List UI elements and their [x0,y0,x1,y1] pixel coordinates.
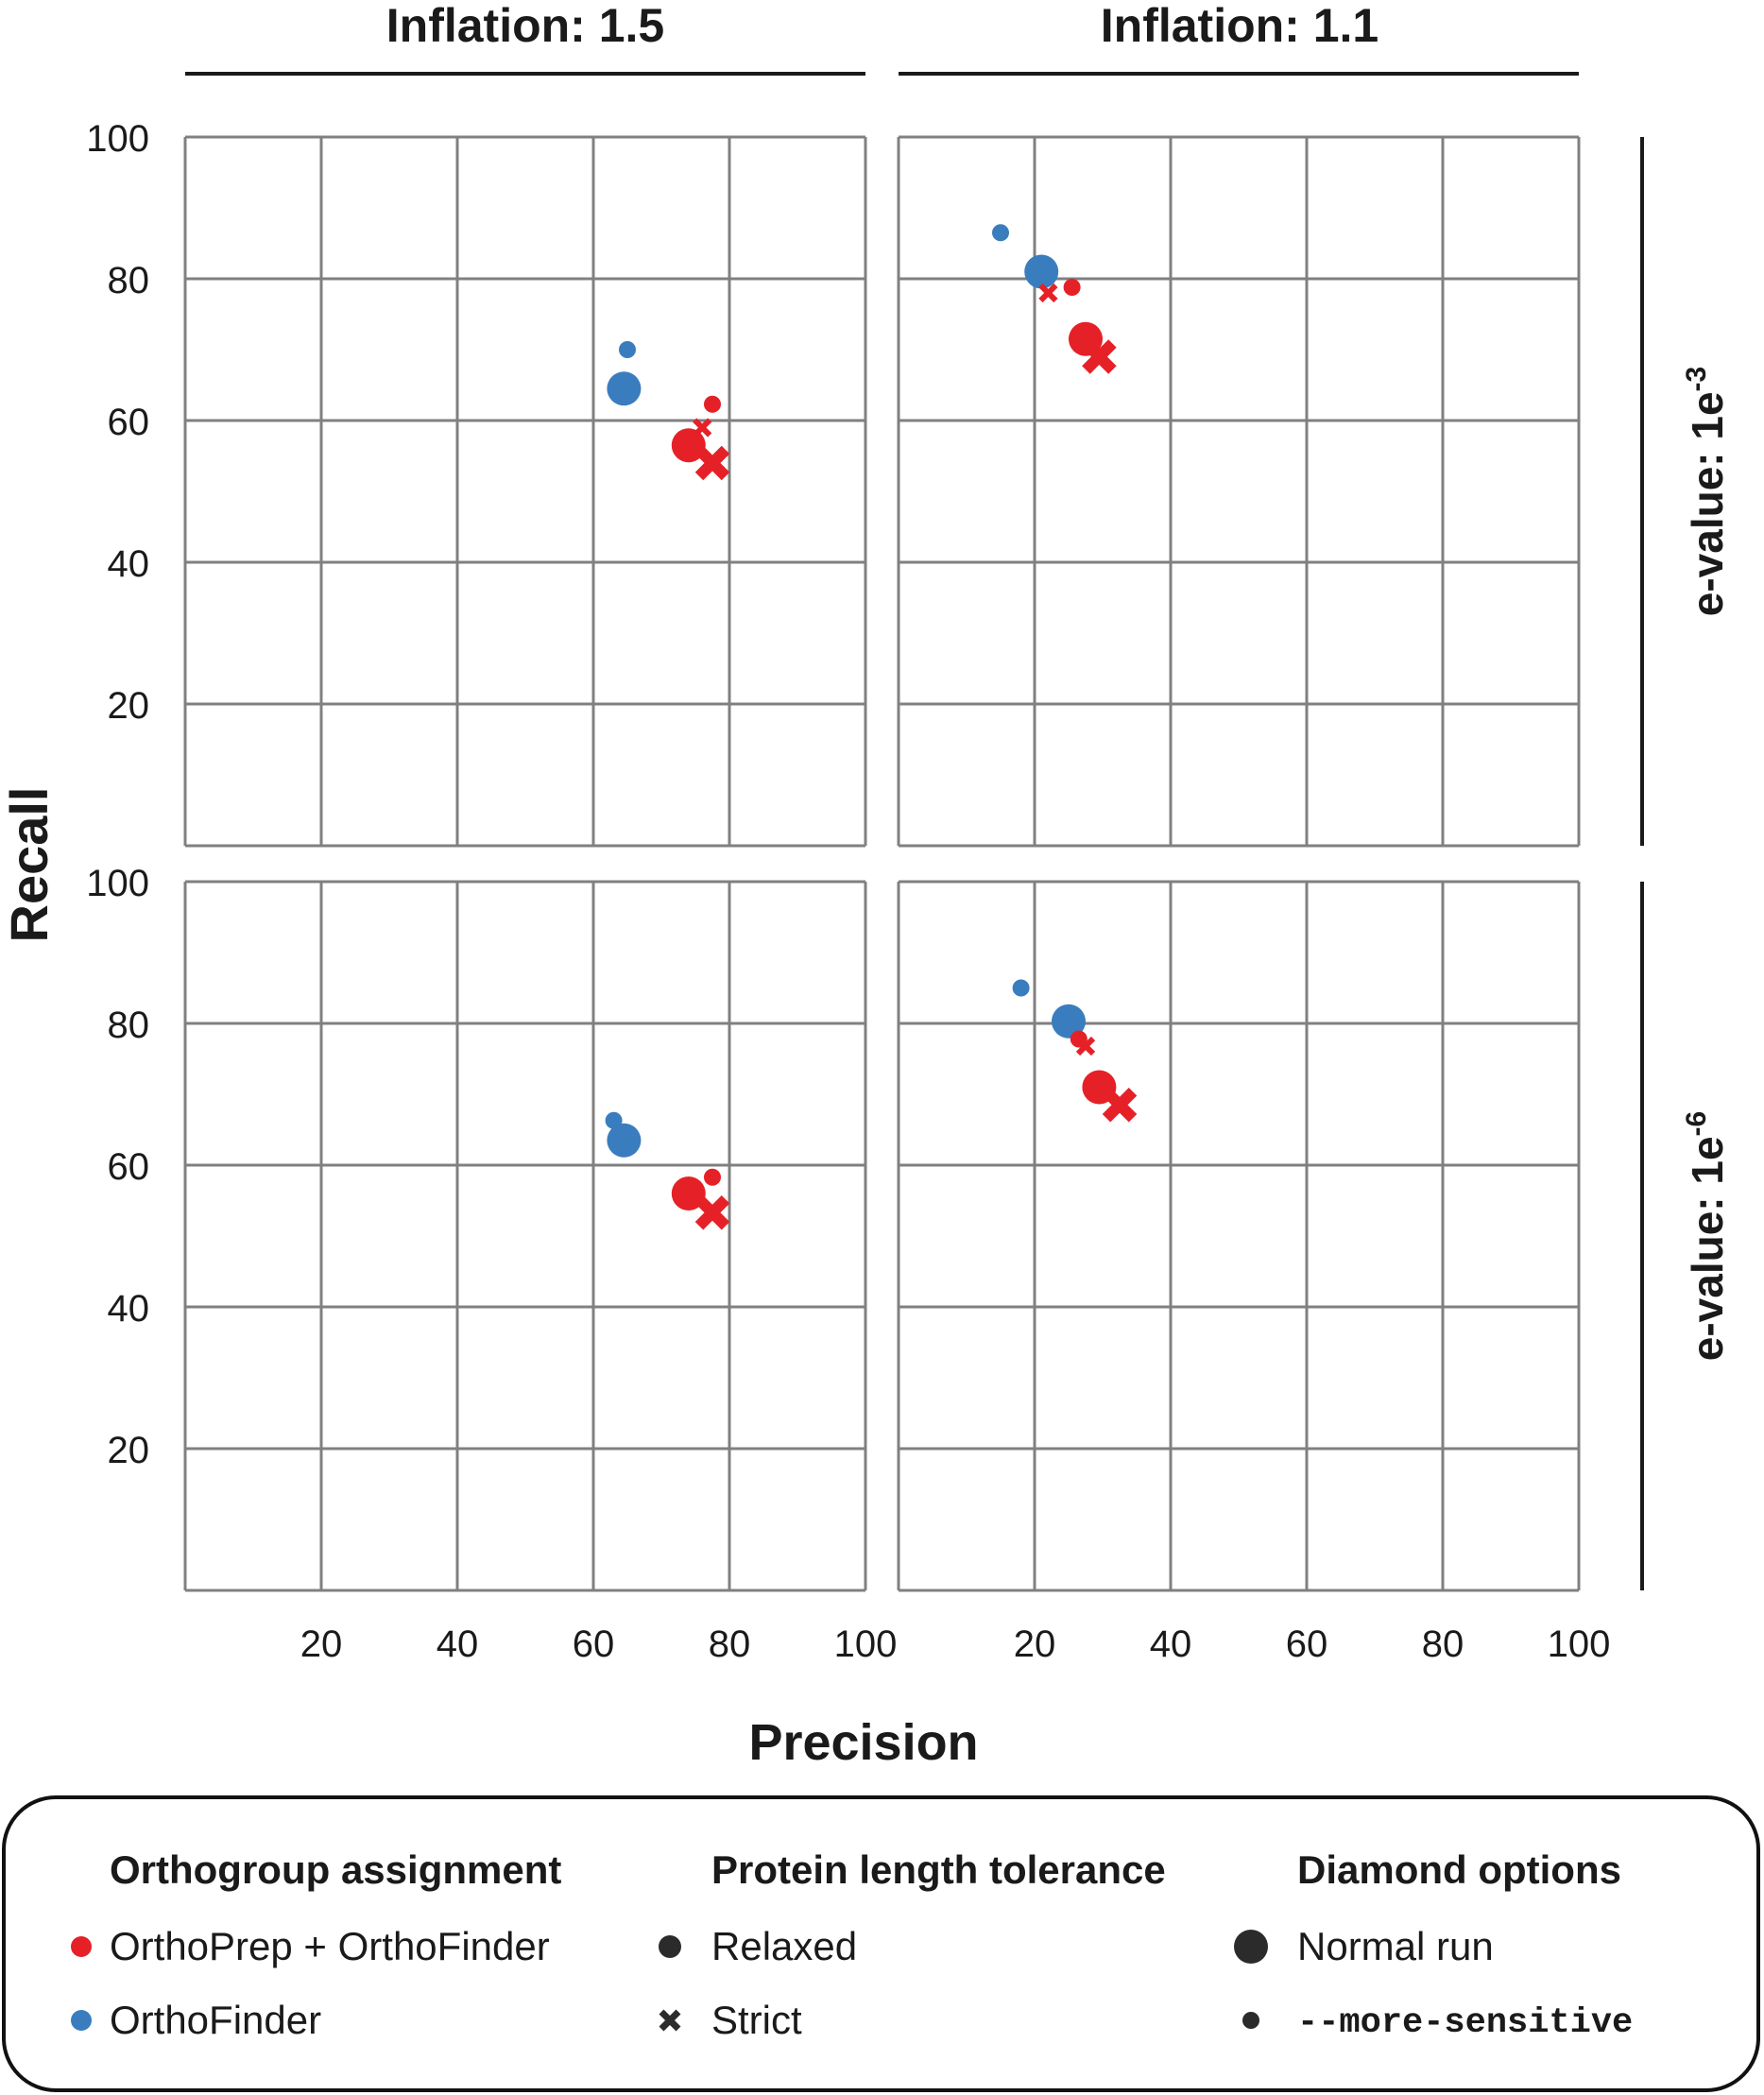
panel-1 [183,135,867,848]
x-tick-label: 100 [834,1623,898,1665]
panel-3 [183,880,867,1592]
legend-title-orthogroup-assignment: Orthogroup assignment [110,1847,561,1892]
red-dot-icon [71,1936,92,1957]
x-tick-label: 100 [1548,1623,1611,1665]
point-relaxed-sensitive [619,341,636,358]
point-relaxed-normal [1052,1004,1086,1039]
point-relaxed-normal [1024,254,1059,289]
legend-box [2,1795,1760,2092]
y-tick-label: 60 [108,1146,150,1188]
row-header-evalue-1e-3-exponent: -3 [1681,367,1712,392]
y-axis-title: Recall [0,787,59,943]
point-relaxed-sensitive [1063,279,1081,296]
panel-background [185,137,865,846]
small-dot-icon [1242,2012,1259,2029]
column-header-inflation-1-1: Inflation: 1.1 [1101,0,1379,52]
legend: Orthogroup assignment OrthoPrep + OrthoF… [2,1795,1760,2092]
panel-2 [897,135,1581,848]
panel-background [899,137,1579,846]
column-header-inflation-1-5: Inflation: 1.5 [386,0,664,52]
point-relaxed-sensitive [992,224,1009,242]
y-tick-label: 20 [108,685,150,727]
y-tick-label: 80 [108,260,150,301]
legend-item-orthoprep-orthofinder: OrthoPrep + OrthoFinder [110,1924,550,1968]
x-tick-label: 20 [300,1623,343,1665]
legend-item-more-sensitive: --more-sensitive [1297,2003,1633,2043]
y-tick-label: 100 [86,863,149,904]
y-tick-label: 80 [108,1005,150,1046]
y-tick-label: 40 [108,1288,150,1330]
x-tick-label: 80 [709,1623,751,1665]
point-strict-normal [694,1195,730,1230]
row-header-evalue-1e-3: e-value: 1e-3 [1681,367,1732,616]
y-tick-label: 60 [108,402,150,443]
legend-item-strict: Strict [711,1998,802,2042]
x-tick-label: 20 [1014,1623,1056,1665]
legend-title-diamond-options: Diamond options [1297,1847,1621,1892]
blue-dot-icon [71,2010,92,2031]
point-relaxed-sensitive [704,1168,721,1186]
panel-background [899,882,1579,1590]
legend-title-protein-length-tolerance: Protein length tolerance [711,1847,1166,1892]
panels [183,135,1581,1592]
legend-item-relaxed: Relaxed [711,1924,857,1968]
panel-background [185,882,865,1590]
y-tick-label: 100 [86,118,149,160]
point-relaxed-sensitive [1012,979,1030,997]
tick-labels: 20 40 60 80 100 20 40 60 80 100 20 40 60 80 100 20 40 60 8… [86,118,1610,1665]
point-strict-normal [694,445,730,481]
point-strict-normal [1082,339,1117,374]
row-header-evalue-1e-6-prefix: e-value: 1e [1683,1136,1732,1361]
x-tick-label: 60 [1286,1623,1328,1665]
point-relaxed-sensitive [704,395,721,413]
y-tick-label: 20 [108,1430,150,1471]
panel-4 [897,880,1581,1592]
x-tick-label: 60 [573,1623,615,1665]
circle-icon [659,1935,681,1958]
row-header-evalue-1e-6-exponent: -6 [1681,1111,1712,1137]
point-relaxed-normal [607,371,642,406]
y-tick-label: 40 [108,543,150,585]
point-relaxed-normal [607,1123,642,1158]
legend-item-orthofinder: OrthoFinder [110,1998,321,2042]
point-strict-sensitive [1075,1036,1096,1056]
row-header-evalue-1e-6: e-value: 1e-6 [1681,1111,1732,1361]
point-strict-sensitive [1038,283,1058,303]
row-header-evalue-1e-3-prefix: e-value: 1e [1683,391,1732,616]
large-dot-icon [1234,1930,1268,1964]
cross-icon [659,2009,681,2032]
legend-item-normal-run: Normal run [1297,1924,1494,1968]
x-tick-label: 40 [437,1623,479,1665]
point-strict-normal [1102,1088,1138,1123]
x-tick-label: 40 [1150,1623,1192,1665]
x-tick-label: 80 [1422,1623,1464,1665]
x-axis-title: Precision [748,1714,978,1771]
